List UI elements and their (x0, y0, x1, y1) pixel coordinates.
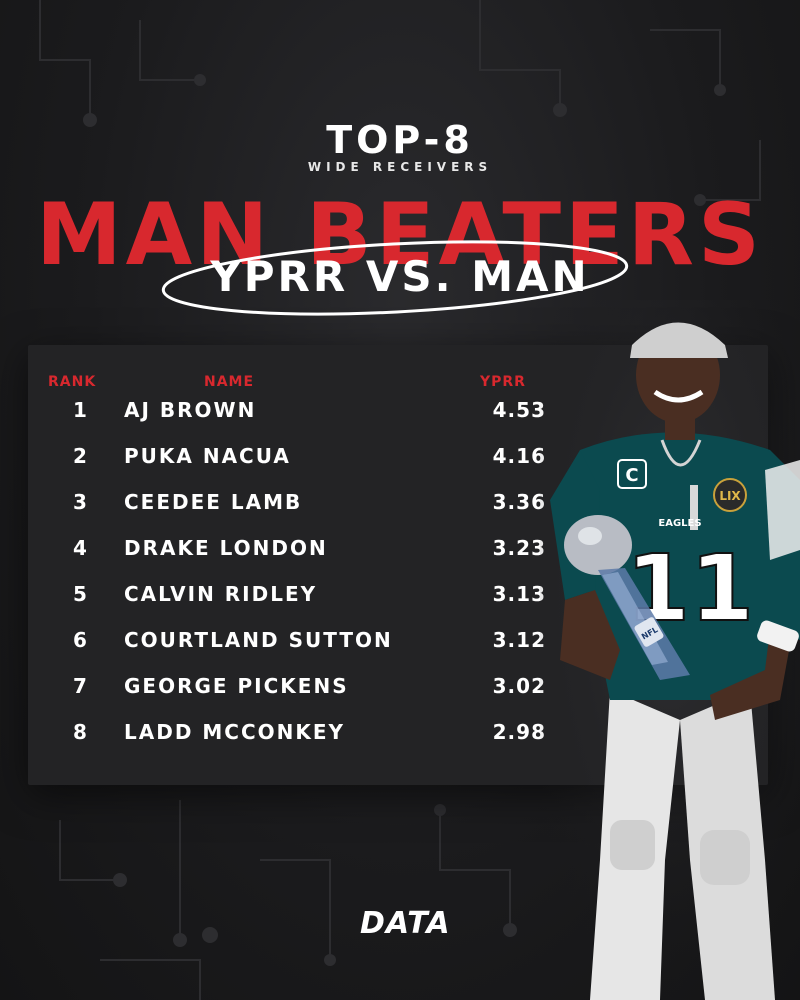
yprr-column-header: YPRR (480, 374, 526, 390)
header-top: TOP-8 (326, 118, 474, 162)
subtitle-ellipse (161, 240, 629, 316)
table-row: 8 LADD MCCONKEY 2.98 (0, 720, 800, 760)
table-row: 4 DRAKE LONDON 3.23 (0, 536, 800, 576)
yprr-cell: 2.98 (492, 720, 546, 744)
player-photo: C LIX EAGLES 11 NFL (540, 300, 800, 1000)
sb-patch: LIX (719, 489, 741, 503)
rank-cell: 4 (73, 536, 87, 560)
table-row: 6 COURTLAND SUTTON 3.12 (0, 628, 800, 668)
yprr-cell: 3.12 (492, 628, 546, 652)
yprr-cell: 4.16 (492, 444, 546, 468)
table-row: 3 CEEDEE LAMB 3.36 (0, 490, 800, 530)
yprr-cell: 3.23 (492, 536, 546, 560)
rank-cell: 7 (73, 674, 87, 698)
player-name-cell: GEORGE PICKENS (124, 674, 349, 698)
rank-cell: 5 (73, 582, 87, 606)
captain-patch: C (625, 465, 638, 486)
yprr-cell: 3.36 (492, 490, 546, 514)
table-row: 2 PUKA NACUA 4.16 (0, 444, 800, 484)
player-name-cell: PUKA NACUA (124, 444, 291, 468)
table-row: 7 GEORGE PICKENS 3.02 (0, 674, 800, 714)
player-name-cell: CALVIN RIDLEY (124, 582, 318, 606)
yprr-cell: 4.53 (492, 398, 546, 422)
player-name-cell: COURTLAND SUTTON (124, 628, 393, 652)
name-column-header: NAME (204, 374, 255, 390)
rank-cell: 3 (73, 490, 87, 514)
brand-logo: DATA (360, 906, 450, 941)
rank-cell: 6 (73, 628, 87, 652)
table-row: 5 CALVIN RIDLEY 3.13 (0, 582, 800, 622)
brand-logo-text: DATA (360, 906, 451, 941)
header-subtitle: WIDE RECEIVERS (307, 160, 493, 174)
player-name-cell: AJ BROWN (124, 398, 257, 422)
jersey-text: EAGLES (658, 518, 701, 529)
main-title: MAN BEATERS (36, 185, 764, 285)
rank-cell: 8 (73, 720, 87, 744)
yprr-cell: 3.13 (492, 582, 546, 606)
player-name-cell: CEEDEE LAMB (124, 490, 303, 514)
rank-column-header: RANK (48, 374, 97, 390)
subtitle: YPRR VS. MAN (210, 252, 590, 301)
player-name-cell: LADD MCCONKEY (124, 720, 346, 744)
table-row: 1 AJ BROWN 4.53 (0, 398, 800, 438)
rank-cell: 2 (73, 444, 87, 468)
yprr-cell: 3.02 (492, 674, 546, 698)
rank-cell: 1 (73, 398, 87, 422)
player-name-cell: DRAKE LONDON (124, 536, 328, 560)
